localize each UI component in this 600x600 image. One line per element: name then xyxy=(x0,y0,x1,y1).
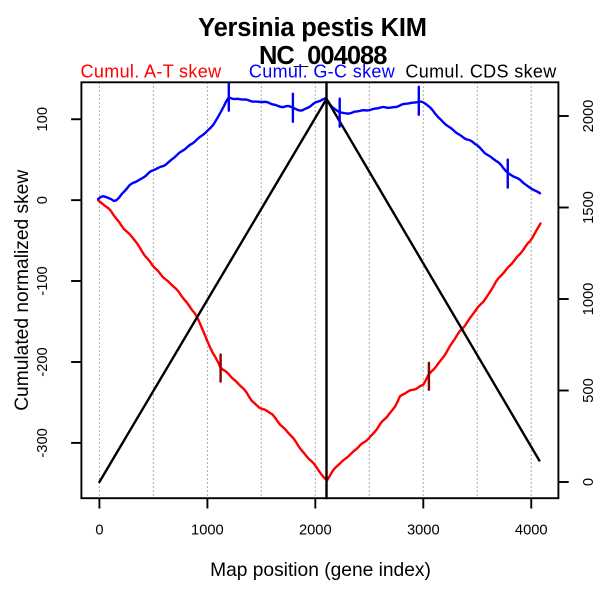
svg-text:Cumul. CDS skew: Cumul. CDS skew xyxy=(405,62,557,82)
svg-text:2000: 2000 xyxy=(299,523,332,539)
svg-text:1000: 1000 xyxy=(581,283,597,316)
svg-text:Cumul. A-T skew: Cumul. A-T skew xyxy=(81,62,223,82)
svg-text:NC_004088: NC_004088 xyxy=(259,42,387,70)
svg-text:3000: 3000 xyxy=(407,523,440,539)
svg-text:-200: -200 xyxy=(35,347,51,376)
svg-text:1000: 1000 xyxy=(191,523,224,539)
svg-text:500: 500 xyxy=(581,378,597,403)
svg-text:Map position (gene index): Map position (gene index) xyxy=(210,560,431,581)
svg-text:2000: 2000 xyxy=(581,100,597,133)
svg-text:Cumulated normalized skew: Cumulated normalized skew xyxy=(12,170,33,411)
svg-text:100: 100 xyxy=(35,107,51,132)
svg-text:0: 0 xyxy=(95,523,103,539)
svg-text:-100: -100 xyxy=(35,266,51,295)
svg-text:4000: 4000 xyxy=(515,523,548,539)
svg-text:Yersinia pestis KIM: Yersinia pestis KIM xyxy=(198,14,427,42)
svg-text:-300: -300 xyxy=(35,428,51,457)
svg-text:1500: 1500 xyxy=(581,191,597,224)
svg-text:0: 0 xyxy=(35,196,51,204)
svg-text:0: 0 xyxy=(581,478,597,486)
svg-text:Cumul. G-C skew: Cumul. G-C skew xyxy=(249,62,396,82)
